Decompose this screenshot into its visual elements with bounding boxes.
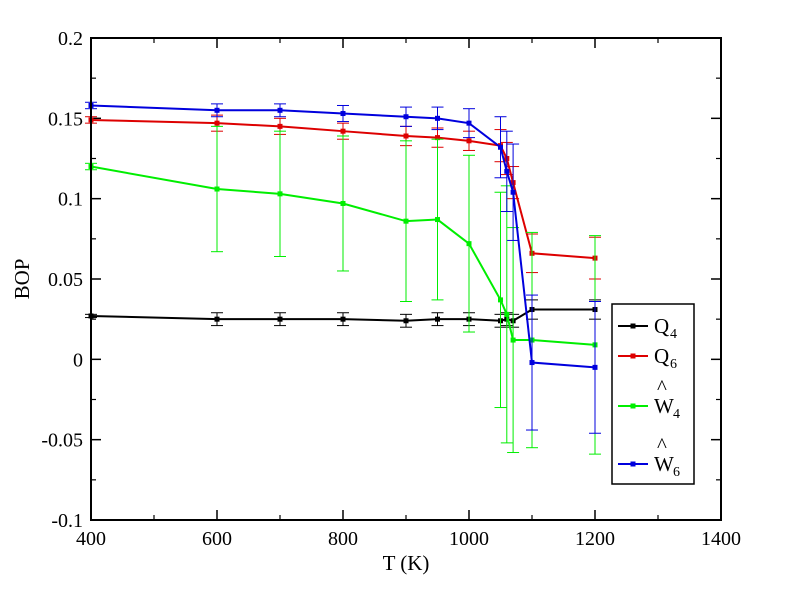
data-point [340, 128, 346, 134]
y-tick-label: 0.05 [48, 269, 83, 291]
data-point [510, 337, 516, 343]
x-tick-label: 1000 [449, 528, 489, 550]
series-line [90, 308, 595, 322]
legend-item: ^W 4 [618, 375, 680, 422]
x-tick-label: 400 [76, 528, 106, 550]
data-point [214, 316, 220, 322]
legend-label: W [654, 452, 674, 476]
legend-item: ^W 6 [618, 433, 680, 480]
legend-label: Q [654, 344, 669, 368]
data-point [529, 360, 535, 366]
series-line [90, 165, 596, 346]
x-tick-label: 1200 [575, 528, 615, 550]
data-point [403, 218, 409, 224]
series-layer [85, 101, 601, 455]
data-point [277, 191, 283, 197]
data-point [435, 217, 440, 223]
y-tick-label: 0.15 [48, 108, 83, 130]
legend-subscript: 4 [673, 407, 680, 422]
legend-swatch-marker [630, 323, 636, 329]
legend: Q 4Q 6^W 4^W 6 [611, 303, 695, 485]
y-tick-label: 0 [73, 349, 83, 371]
data-point [277, 107, 283, 113]
data-point [214, 107, 220, 113]
y-tick-label: -0.1 [51, 510, 83, 532]
data-point [498, 144, 503, 150]
series-line [90, 104, 596, 369]
legend-label: Q [654, 314, 669, 338]
labels-layer: 400 600 800 1000 1200 1400 -0.1 -0.05 0 0.05 0.1 0.… [41, 28, 741, 550]
x-axis-title: T (K) [383, 551, 430, 575]
data-point [504, 168, 510, 174]
data-point [504, 311, 510, 317]
series-3 [85, 101, 601, 434]
plot-frame [90, 37, 722, 521]
series-line [90, 118, 596, 260]
data-point [340, 200, 346, 206]
data-point [435, 135, 440, 141]
data-point [403, 318, 409, 324]
series-2 [85, 125, 601, 455]
legend-box [611, 303, 695, 485]
data-point [340, 316, 346, 322]
x-tick-label: 600 [202, 528, 232, 550]
data-point [435, 115, 440, 121]
data-point [214, 186, 220, 192]
data-point [214, 120, 220, 126]
data-point [592, 364, 598, 370]
y-tick-label: -0.05 [41, 430, 83, 452]
x-tick-label: 1400 [701, 528, 741, 550]
legend-accent: ^ [657, 433, 667, 457]
y-tick-label: 0.2 [58, 28, 83, 50]
x-tick-label: 800 [328, 528, 358, 550]
data-point [510, 189, 516, 195]
legend-label: W [654, 394, 674, 418]
legend-accent: ^ [657, 375, 667, 399]
data-point [466, 120, 472, 126]
legend-subscript: 6 [673, 465, 680, 480]
legend-subscript: 4 [670, 327, 677, 342]
data-point [403, 114, 409, 120]
legend-swatch-marker [630, 353, 636, 359]
data-point [277, 316, 283, 322]
data-point [498, 297, 503, 303]
data-point [340, 111, 346, 117]
data-point [403, 133, 409, 139]
y-axis-title: BOP [10, 259, 34, 300]
data-point [277, 123, 283, 129]
data-point [466, 241, 472, 247]
data-point [435, 316, 440, 322]
y-tick-label: 0.1 [58, 189, 83, 211]
legend-swatch-marker [630, 403, 636, 409]
legend-swatch-marker [630, 461, 636, 467]
data-point [466, 138, 472, 144]
legend-subscript: 6 [670, 357, 677, 372]
